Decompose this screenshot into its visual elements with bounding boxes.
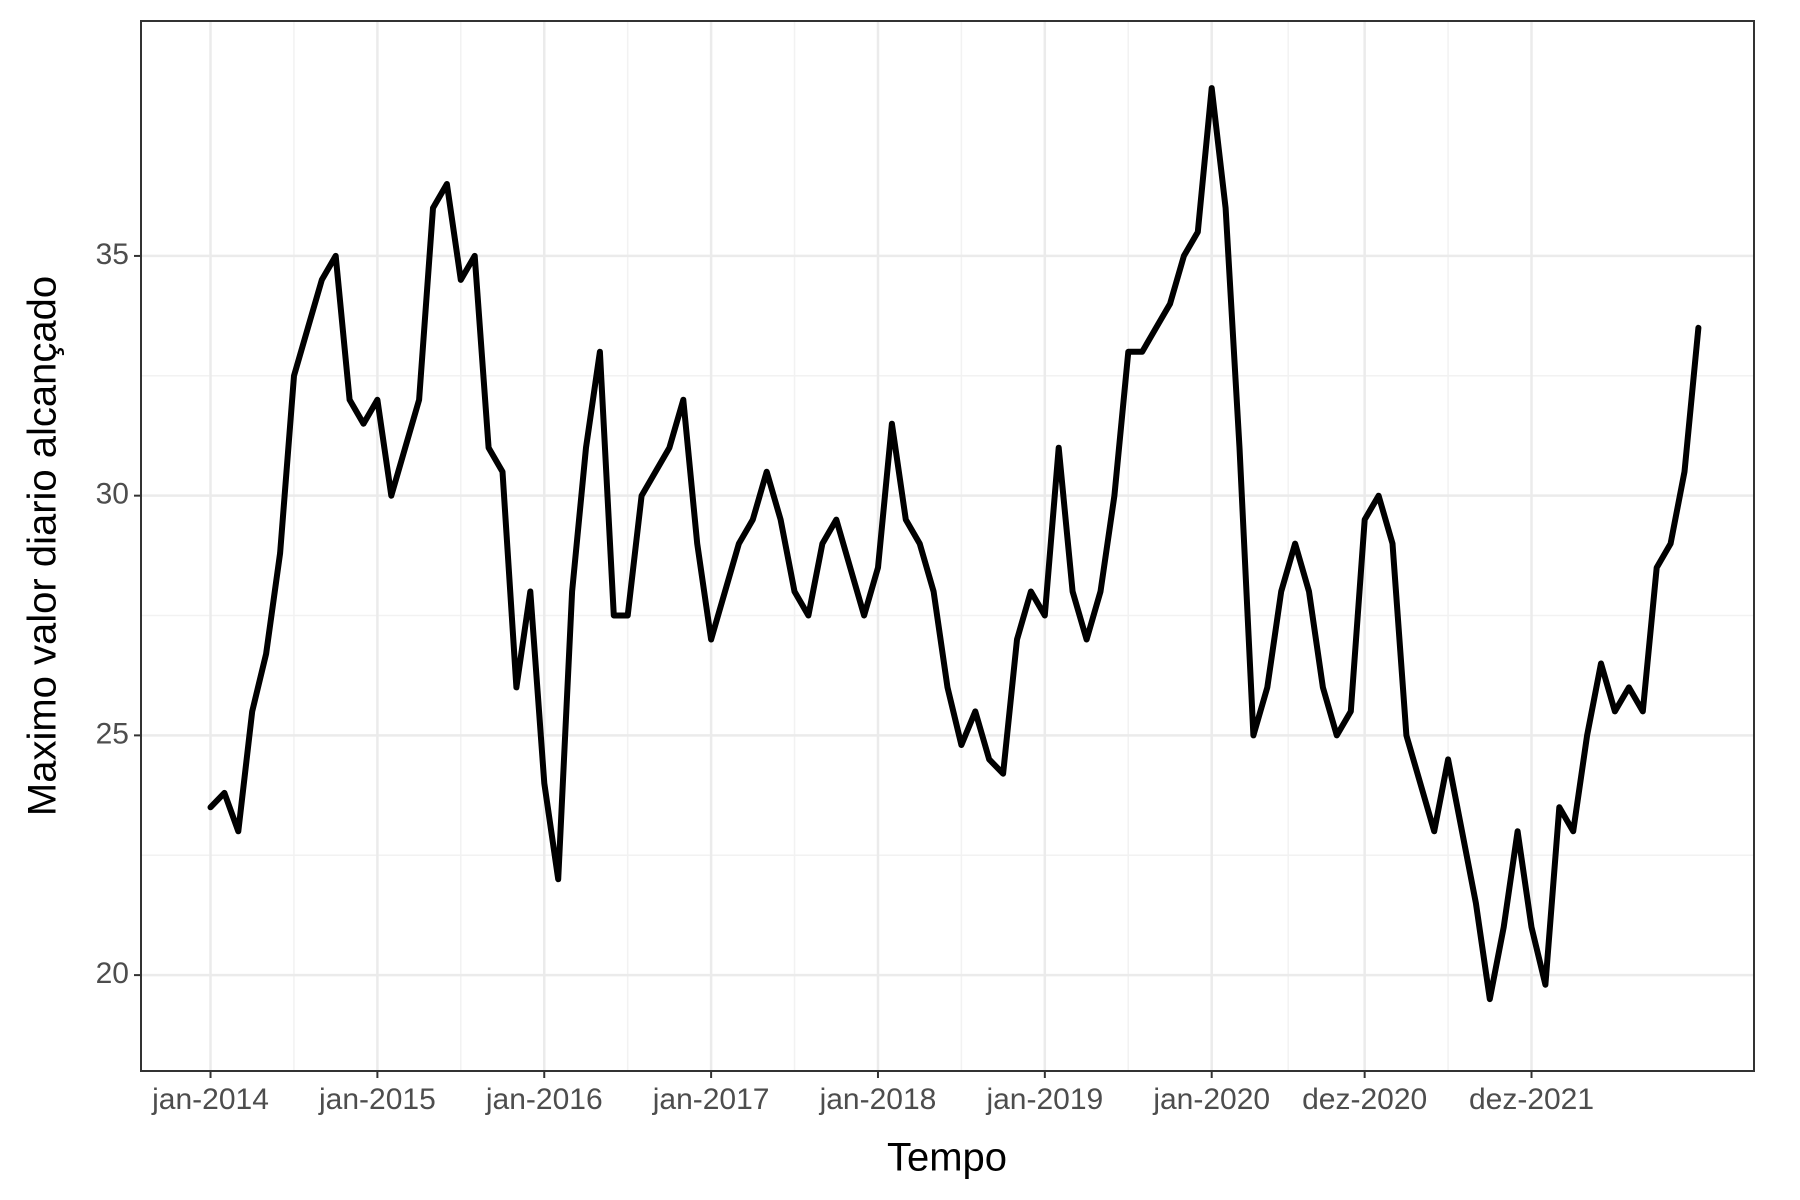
x-tick-label: dez-2021 [1469,1083,1594,1116]
y-tick-label: 30 [96,478,129,511]
x-axis-title: Tempo [887,1136,1007,1180]
x-tick-label: jan-2017 [652,1083,770,1116]
panel-border [140,20,1755,1072]
x-tick-label: jan-2015 [318,1083,436,1116]
y-tick-label: 35 [96,238,129,271]
x-tick-label: jan-2014 [151,1083,269,1116]
y-axis-title: Maximo valor diario alcançado [21,276,65,816]
x-tick-label: dez-2020 [1302,1083,1427,1116]
x-tick-label: jan-2016 [485,1083,603,1116]
y-tick-label: 20 [96,957,129,990]
y-tick-label: 25 [96,717,129,750]
x-tick-label: jan-2020 [1152,1083,1270,1116]
x-tick-label: jan-2018 [819,1083,937,1116]
x-tick-label: jan-2019 [985,1083,1103,1116]
data-line [207,85,1702,1003]
plot-background [141,21,1754,1071]
